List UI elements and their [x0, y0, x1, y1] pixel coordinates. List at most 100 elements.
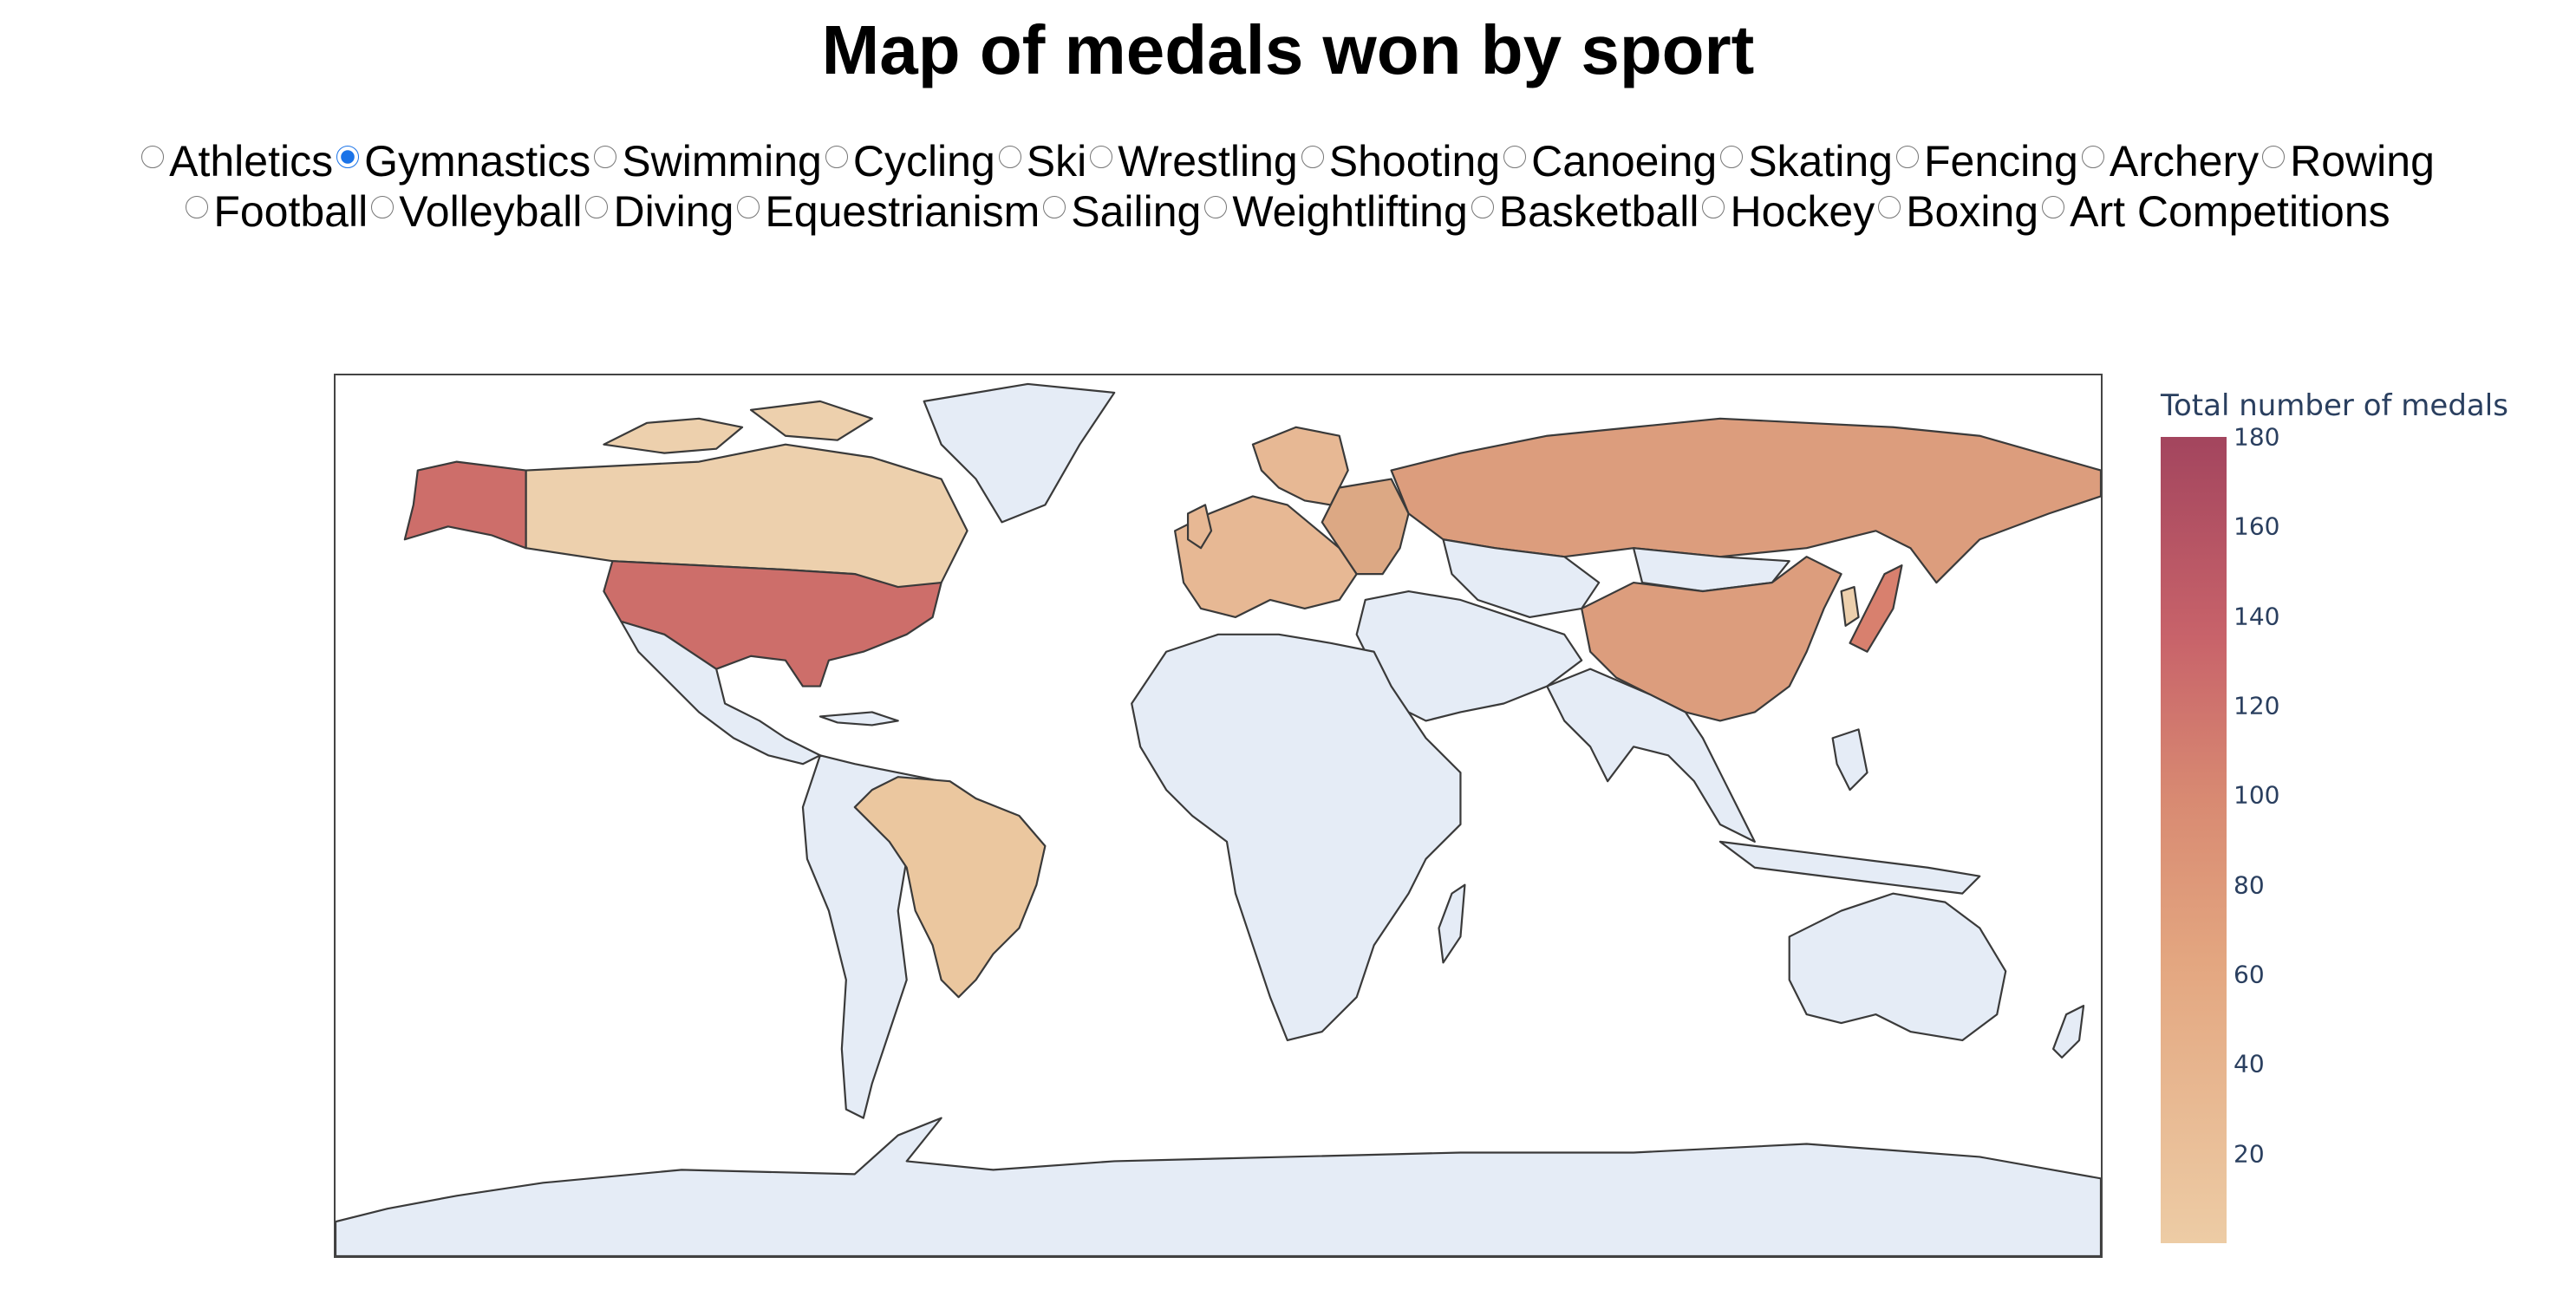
sport-radio-shooting[interactable]	[1301, 145, 1324, 168]
sport-radio-archery[interactable]	[2081, 145, 2104, 168]
western-europe-region[interactable]	[1174, 495, 1358, 618]
sport-option-label: Basketball	[1498, 186, 1699, 236]
sport-radio-sailing[interactable]	[1043, 195, 1066, 218]
sport-radio-group-row-2: Football Volleyball Diving Equestrianism Sai…	[0, 182, 2576, 238]
sport-option-rowing[interactable]: Rowing	[2262, 132, 2435, 187]
brazil-region[interactable]	[853, 776, 1047, 999]
sport-radio-equestrianism[interactable]	[737, 195, 760, 218]
korea-region[interactable]	[1840, 585, 1860, 627]
south-asia-region[interactable]	[1546, 668, 1756, 843]
colorbar-tick-label: 160	[2234, 511, 2280, 541]
colorbar-tick-label: 60	[2234, 960, 2265, 989]
sport-option-football[interactable]: Football	[186, 182, 368, 238]
sport-option-shooting[interactable]: Shooting	[1301, 132, 1500, 187]
page-title: Map of medals won by sport	[821, 11, 1755, 88]
colorbar-tick-label: 80	[2234, 870, 2265, 900]
colorbar-tick-label: 180	[2234, 422, 2280, 452]
sport-radio-volleyball[interactable]	[371, 195, 395, 218]
sport-option-volleyball[interactable]: Volleyball	[371, 182, 582, 238]
sport-option-athletics[interactable]: Athletics	[141, 132, 333, 187]
world-choropleth-map[interactable]	[334, 374, 2103, 1258]
sport-option-label: Diving	[613, 186, 734, 236]
sport-radio-group-row-1: Athletics Gymnastics Swimming Cycling Ski Wre…	[0, 132, 2576, 187]
sport-radio-canoeing[interactable]	[1503, 145, 1527, 168]
scandinavia-region[interactable]	[1251, 426, 1349, 506]
sport-option-label: Wrestling	[1118, 136, 1298, 186]
japan-region[interactable]	[1849, 564, 1903, 653]
new-zealand-islands[interactable]	[2052, 1005, 2085, 1059]
sport-option-label: Volleyball	[399, 186, 583, 236]
sport-option-label: Fencing	[1923, 136, 2078, 186]
sport-option-fencing[interactable]: Fencing	[1895, 132, 2078, 187]
sport-option-label: Football	[213, 186, 368, 236]
colorbar-tick-label: 20	[2234, 1139, 2265, 1169]
greenland-region[interactable]	[923, 382, 1116, 524]
alaska-region[interactable]	[403, 460, 527, 550]
colorbar-tick-label: 140	[2234, 602, 2280, 631]
sport-option-label: Equestrianism	[765, 186, 1040, 236]
madagascar-island[interactable]	[1438, 883, 1466, 964]
sport-option-label: Gymnastics	[364, 136, 591, 186]
sport-option-canoeing[interactable]: Canoeing	[1503, 132, 1717, 187]
sport-radio-art-competitions[interactable]	[2042, 195, 2065, 218]
sport-option-wrestling[interactable]: Wrestling	[1090, 132, 1298, 187]
sport-radio-gymnastics[interactable]	[336, 145, 360, 168]
sport-radio-rowing[interactable]	[2262, 145, 2286, 168]
sport-option-sailing[interactable]: Sailing	[1043, 182, 1201, 238]
colorbar-gradient	[2161, 437, 2227, 1243]
sport-radio-cycling[interactable]	[825, 145, 848, 168]
sport-option-label: Rowing	[2290, 136, 2435, 186]
sport-radio-basketball[interactable]	[1471, 195, 1494, 218]
sport-option-swimming[interactable]: Swimming	[594, 132, 822, 187]
sport-option-art-competitions[interactable]: Art Competitions	[2042, 182, 2390, 238]
sport-radio-skating[interactable]	[1720, 145, 1744, 168]
sport-option-basketball[interactable]: Basketball	[1471, 182, 1699, 238]
sport-option-hockey[interactable]: Hockey	[1702, 182, 1875, 238]
sport-radio-ski[interactable]	[998, 145, 1021, 168]
sport-option-label: Ski	[1026, 136, 1087, 186]
indonesia-islands[interactable]	[1718, 840, 1981, 895]
sport-radio-swimming[interactable]	[594, 145, 617, 168]
sport-option-ski[interactable]: Ski	[998, 132, 1087, 187]
sport-radio-athletics[interactable]	[141, 145, 165, 168]
sport-radio-fencing[interactable]	[1895, 145, 1919, 168]
africa-region[interactable]	[1131, 633, 1462, 1042]
sport-option-label: Athletics	[169, 136, 334, 186]
sport-radio-diving[interactable]	[585, 195, 609, 218]
sport-option-label: Hockey	[1730, 186, 1875, 236]
sport-option-label: Weightlifting	[1232, 186, 1468, 236]
china-region[interactable]	[1581, 556, 1842, 722]
sport-option-weightlifting[interactable]: Weightlifting	[1204, 182, 1468, 238]
antarctica-region[interactable]	[336, 1117, 2101, 1256]
sport-radio-weightlifting[interactable]	[1204, 195, 1228, 218]
sport-option-diving[interactable]: Diving	[585, 182, 734, 238]
sport-option-label: Sailing	[1071, 186, 1202, 236]
eastern-europe-region[interactable]	[1321, 478, 1410, 576]
sport-option-label: Canoeing	[1531, 136, 1718, 186]
sport-radio-boxing[interactable]	[1878, 195, 1901, 218]
caribbean-islands[interactable]	[818, 711, 899, 726]
colorbar-tick-label: 120	[2234, 691, 2280, 720]
sport-option-label: Art Competitions	[2070, 186, 2390, 236]
arctic-islands[interactable]	[603, 400, 873, 454]
colorbar-tick-label: 100	[2234, 780, 2280, 810]
sport-option-label: Shooting	[1328, 136, 1501, 186]
map-canvas[interactable]	[336, 375, 2101, 1256]
sport-option-boxing[interactable]: Boxing	[1878, 182, 2038, 238]
sport-option-equestrianism[interactable]: Equestrianism	[737, 182, 1040, 238]
sport-radio-wrestling[interactable]	[1090, 145, 1113, 168]
sport-option-label: Boxing	[1906, 186, 2039, 236]
australia-region[interactable]	[1788, 892, 2007, 1042]
sport-radio-football[interactable]	[186, 195, 209, 218]
sport-option-archery[interactable]: Archery	[2081, 132, 2259, 187]
uk-region[interactable]	[1186, 504, 1213, 550]
sport-option-gymnastics[interactable]: Gymnastics	[336, 132, 590, 187]
sport-option-label: Skating	[1748, 136, 1893, 186]
sport-radio-hockey[interactable]	[1702, 195, 1725, 218]
sport-option-cycling[interactable]: Cycling	[825, 132, 995, 187]
philippines-islands[interactable]	[1831, 728, 1868, 792]
sport-option-label: Cycling	[852, 136, 995, 186]
colorbar-title: Total number of medals	[2161, 388, 2508, 423]
sport-option-label: Swimming	[622, 136, 822, 186]
sport-option-skating[interactable]: Skating	[1720, 132, 1893, 187]
